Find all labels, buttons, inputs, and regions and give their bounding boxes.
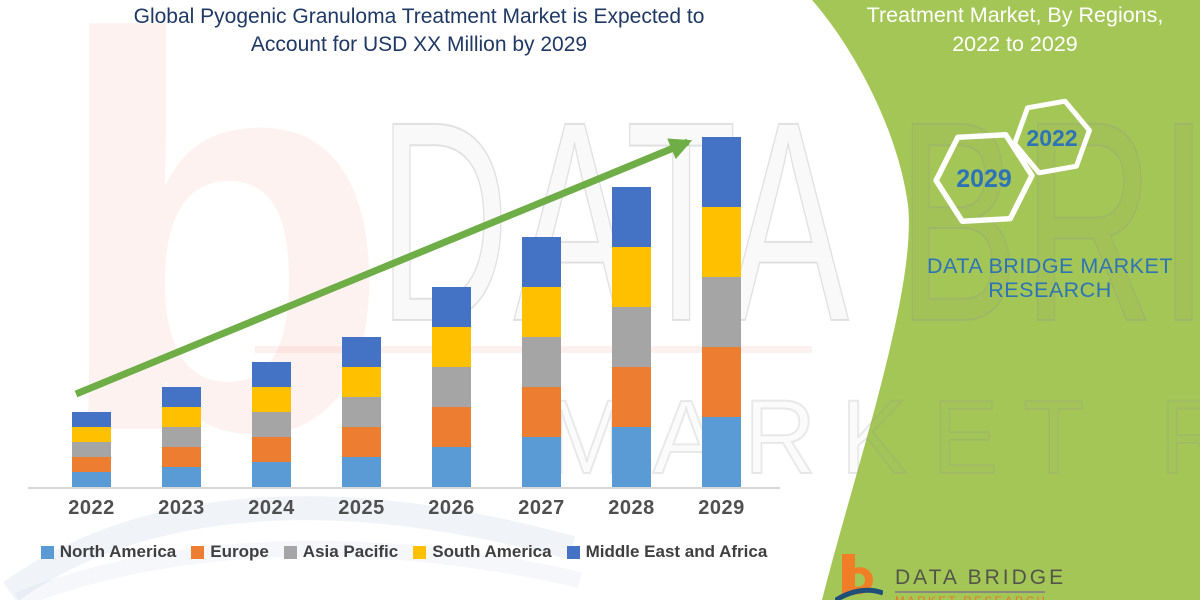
legend-item-europe: Europe <box>191 542 269 562</box>
legend-label: Europe <box>210 542 269 561</box>
bar-segment-2028-asia-pacific <box>612 307 651 367</box>
bar-segment-2029-asia-pacific <box>702 277 741 347</box>
legend: North America Europe Asia Pacific South Ame… <box>30 542 778 562</box>
databridge-logo-swoosh-icon <box>835 587 883 600</box>
databridge-logo: DATA BRIDGE MARKET RESEARCH <box>835 550 1066 600</box>
legend-item-south-america: South America <box>413 542 552 562</box>
legend-swatch-icon <box>283 545 297 559</box>
bar-segment-2024-europe <box>252 437 291 462</box>
legend-swatch-icon <box>191 545 205 559</box>
bar-segment-2026-europe <box>432 407 471 447</box>
bar-segment-2023-middle-east-and-africa <box>162 387 201 407</box>
bar-segment-2029-middle-east-and-africa <box>702 137 741 207</box>
legend-label: Middle East and Africa <box>585 542 768 561</box>
bar-segment-2027-asia-pacific <box>522 337 561 387</box>
legend-label: North America <box>59 542 177 561</box>
bar-segment-2028-middle-east-and-africa <box>612 187 651 247</box>
x-axis-label-2029: 2029 <box>698 497 745 519</box>
bar-segment-2023-europe <box>162 447 201 467</box>
bar-segment-2022-asia-pacific <box>72 442 111 457</box>
x-axis-label-2026: 2026 <box>428 497 475 519</box>
x-axis-label-2027: 2027 <box>518 497 565 519</box>
x-axis-label-2023: 2023 <box>158 497 205 519</box>
bar-segment-2024-asia-pacific <box>252 412 291 437</box>
x-axis-line <box>28 487 780 489</box>
x-axis-label-2025: 2025 <box>338 497 385 519</box>
bar-segment-2022-middle-east-and-africa <box>72 412 111 427</box>
bar-segment-2028-europe <box>612 367 651 427</box>
sidebar-green-shape <box>812 0 1200 600</box>
chart-title-line1: Global Pyogenic Granuloma Treatment Mark… <box>133 5 705 28</box>
bar-segment-2026-middle-east-and-africa <box>432 287 471 327</box>
bar-segment-2022-north-america <box>72 472 111 487</box>
bar-segment-2028-north-america <box>612 427 651 487</box>
legend-swatch-icon <box>40 545 54 559</box>
bar-segment-2029-europe <box>702 347 741 417</box>
bar-segment-2027-north-america <box>522 437 561 487</box>
bar-segment-2024-north-america <box>252 462 291 487</box>
x-axis-label-2022: 2022 <box>68 497 115 519</box>
bar-segment-2026-asia-pacific <box>432 367 471 407</box>
databridge-logo-b-icon <box>835 554 883 600</box>
bar-segment-2025-middle-east-and-africa <box>342 337 381 367</box>
bar-segment-2023-asia-pacific <box>162 427 201 447</box>
legend-swatch-icon <box>566 545 580 559</box>
legend-label: South America <box>432 542 552 561</box>
databridge-logo-rule <box>895 591 1045 593</box>
bar-segment-2025-asia-pacific <box>342 397 381 427</box>
bar-segment-2023-south-america <box>162 407 201 427</box>
trend-arrow-line <box>74 138 693 398</box>
legend-item-north-america: North America <box>40 542 177 562</box>
bar-segment-2028-south-america <box>612 247 651 307</box>
bar-segment-2027-europe <box>522 387 561 437</box>
bar-segment-2022-south-america <box>72 427 111 442</box>
legend-item-asia-pacific: Asia Pacific <box>283 542 399 562</box>
databridge-logo-text: DATA BRIDGE MARKET RESEARCH <box>895 566 1066 600</box>
bar-segment-2026-south-america <box>432 327 471 367</box>
databridge-logo-sub: MARKET RESEARCH <box>895 596 1066 600</box>
x-axis-label-2028: 2028 <box>608 497 655 519</box>
bar-segment-2025-north-america <box>342 457 381 487</box>
chart-title: Global Pyogenic Granuloma Treatment Mark… <box>30 3 808 58</box>
bar-segment-2024-middle-east-and-africa <box>252 362 291 387</box>
bar-segment-2029-south-america <box>702 207 741 277</box>
bar-segment-2024-south-america <box>252 387 291 412</box>
x-axis-label-2024: 2024 <box>248 497 295 519</box>
bar-segment-2023-north-america <box>162 467 201 487</box>
legend-item-middle-east-and-africa: Middle East and Africa <box>566 542 768 562</box>
bar-segment-2027-south-america <box>522 287 561 337</box>
databridge-logo-name: DATA BRIDGE <box>895 566 1067 589</box>
legend-swatch-icon <box>413 545 427 559</box>
bar-segment-2022-europe <box>72 457 111 472</box>
legend-label: Asia Pacific <box>302 542 399 561</box>
bar-segment-2027-middle-east-and-africa <box>522 237 561 287</box>
bar-segment-2029-north-america <box>702 417 741 487</box>
bar-segment-2025-south-america <box>342 367 381 397</box>
bar-segment-2026-north-america <box>432 447 471 487</box>
bar-segment-2025-europe <box>342 427 381 457</box>
chart-title-line2: Account for USD XX Million by 2029 <box>250 32 588 56</box>
